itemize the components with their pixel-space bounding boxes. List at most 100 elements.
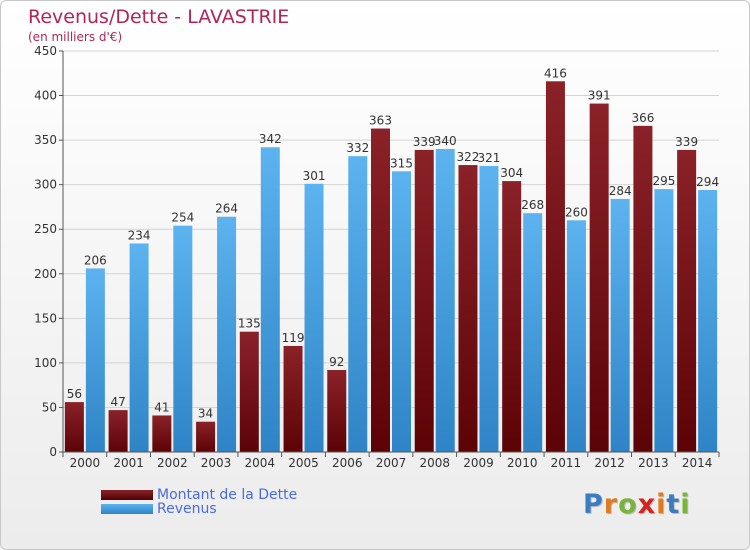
x-tick-label: 2005 — [288, 456, 319, 470]
bar-revenus-2003 — [217, 216, 237, 452]
bar-revenus-2013 — [654, 189, 674, 452]
y-tick-label: 100 — [34, 356, 57, 370]
data-label-dette-2007: 363 — [369, 114, 392, 128]
x-tick-label: 2008 — [419, 456, 450, 470]
x-tick-label: 2002 — [157, 456, 188, 470]
data-label-revenus-2000: 206 — [84, 253, 107, 267]
bar-dette-2010 — [502, 181, 522, 452]
bar-revenus-2004 — [260, 147, 280, 453]
bar-revenus-2010 — [523, 213, 543, 452]
bar-revenus-2009 — [479, 165, 499, 452]
y-tick-label: 450 — [34, 44, 57, 58]
y-tick-label: 0 — [49, 445, 57, 459]
legend-swatch-revenus — [101, 504, 153, 514]
bar-dette-2006 — [327, 370, 347, 452]
logo-letter: P — [583, 489, 604, 520]
data-label-revenus-2005: 301 — [303, 169, 326, 183]
data-label-dette-2004: 135 — [238, 317, 261, 331]
data-label-dette-2000: 56 — [67, 387, 82, 401]
bar-dette-2014 — [677, 149, 697, 452]
bar-dette-2005 — [283, 345, 303, 452]
data-label-revenus-2006: 332 — [346, 141, 369, 155]
bar-revenus-2001 — [129, 243, 149, 452]
logo-letter: r — [603, 489, 619, 520]
x-tick-label: 2007 — [376, 456, 407, 470]
x-tick-label: 2001 — [113, 456, 144, 470]
data-label-dette-2010: 304 — [500, 166, 523, 180]
data-label-dette-2013: 366 — [631, 111, 654, 125]
bar-dette-2011 — [545, 81, 565, 452]
legend-label-dette: Montant de la Dette — [157, 487, 298, 503]
bar-revenus-2008 — [435, 149, 455, 452]
y-tick-label: 350 — [34, 133, 57, 147]
x-tick-label: 2004 — [245, 456, 276, 470]
bar-dette-2003 — [196, 421, 216, 452]
bar-dette-2012 — [589, 103, 609, 452]
bar-revenus-2002 — [173, 225, 193, 452]
logo-letter: i — [656, 489, 667, 520]
bar-revenus-2011 — [566, 220, 586, 452]
data-label-dette-2011: 416 — [544, 66, 567, 80]
bar-revenus-2007 — [392, 171, 411, 453]
legend-label-revenus: Revenus — [157, 501, 217, 517]
bar-revenus-2006 — [348, 156, 368, 452]
logo-letter: t — [666, 489, 681, 520]
y-tick-label: 300 — [34, 178, 57, 192]
bar-revenus-2012 — [610, 198, 630, 452]
data-label-revenus-2011: 260 — [565, 205, 588, 219]
data-label-revenus-2008: 340 — [434, 134, 457, 148]
x-tick-label: 2009 — [463, 456, 494, 470]
x-tick-label: 2006 — [332, 456, 363, 470]
x-tick-label: 2011 — [551, 456, 582, 470]
chart-title: Revenus/Dette - LAVASTRIE — [28, 6, 290, 28]
y-tick-label: 50 — [42, 400, 57, 414]
bar-revenus-2014 — [698, 190, 718, 452]
data-label-revenus-2013: 295 — [652, 174, 675, 188]
data-label-dette-2001: 47 — [110, 395, 125, 409]
legend-item-dette: Montant de la Dette — [101, 487, 297, 503]
data-label-revenus-2007: 315 — [390, 156, 413, 170]
y-tick-label: 400 — [34, 89, 57, 103]
y-tick-label: 200 — [34, 267, 57, 281]
x-tick-label: 2014 — [682, 456, 713, 470]
logo-letter: i — [680, 489, 691, 520]
x-tick-label: 2012 — [594, 456, 625, 470]
bar-revenus-2005 — [304, 183, 324, 452]
x-tick-label: 2013 — [638, 456, 669, 470]
data-label-revenus-2010: 268 — [521, 198, 544, 212]
bar-dette-2009 — [458, 165, 478, 452]
data-label-revenus-2009: 321 — [478, 151, 501, 165]
chart-subtitle: (en milliers d'€) — [28, 30, 123, 44]
data-label-revenus-2001: 234 — [128, 228, 151, 242]
bar-dette-2001 — [108, 410, 128, 452]
bar-dette-2013 — [633, 125, 653, 452]
x-tick-label: 2003 — [201, 456, 232, 470]
logo-letter: x — [637, 489, 657, 520]
y-tick-label: 250 — [34, 222, 57, 236]
legend-item-revenus: Revenus — [101, 501, 217, 517]
data-label-revenus-2012: 284 — [609, 184, 632, 198]
bar-dette-2000 — [64, 402, 84, 452]
proxiti-logo: Proxiti — [583, 489, 691, 520]
logo-letter: o — [618, 489, 638, 520]
bar-dette-2007 — [371, 128, 390, 452]
data-label-revenus-2004: 342 — [259, 132, 282, 146]
x-tick-label: 2000 — [70, 456, 101, 470]
bar-dette-2002 — [152, 415, 172, 452]
data-label-dette-2005: 119 — [282, 331, 305, 345]
bar-dette-2008 — [414, 149, 434, 452]
bar-dette-2004 — [239, 331, 259, 452]
data-label-dette-2006: 92 — [329, 355, 344, 369]
legend-swatch-dette — [101, 490, 153, 500]
data-label-revenus-2014: 294 — [696, 175, 719, 189]
data-label-dette-2012: 391 — [588, 89, 611, 103]
x-tick-label: 2010 — [507, 456, 538, 470]
data-label-revenus-2003: 264 — [215, 202, 238, 216]
data-label-revenus-2002: 254 — [171, 211, 194, 225]
y-tick-label: 150 — [34, 311, 57, 325]
data-label-dette-2008: 339 — [413, 135, 436, 149]
data-label-dette-2003: 34 — [198, 407, 213, 421]
data-label-dette-2014: 339 — [675, 135, 698, 149]
data-label-dette-2009: 322 — [457, 150, 480, 164]
